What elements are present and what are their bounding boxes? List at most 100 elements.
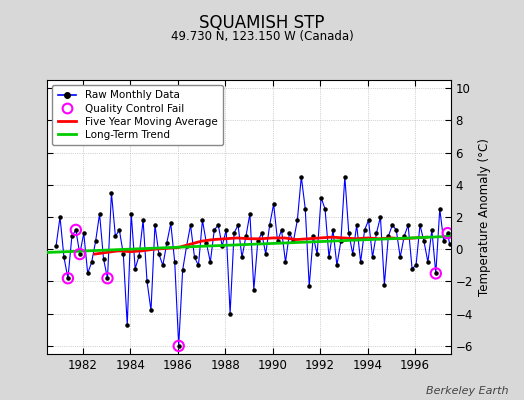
Point — [356, 259, 365, 265]
Point — [135, 252, 144, 259]
Point — [155, 251, 163, 257]
Point — [56, 214, 64, 220]
Legend: Raw Monthly Data, Quality Control Fail, Five Year Moving Average, Long-Term Tren: Raw Monthly Data, Quality Control Fail, … — [52, 85, 223, 145]
Point — [432, 270, 440, 277]
Point — [420, 238, 428, 244]
Point — [274, 238, 282, 244]
Point — [174, 343, 183, 349]
Point — [72, 227, 80, 233]
Text: SQUAMISH STP: SQUAMISH STP — [199, 14, 325, 32]
Point — [424, 259, 432, 265]
Point — [321, 206, 329, 212]
Point — [277, 227, 286, 233]
Point — [234, 222, 242, 228]
Point — [372, 230, 380, 236]
Point — [254, 238, 262, 244]
Text: 49.730 N, 123.150 W (Canada): 49.730 N, 123.150 W (Canada) — [171, 30, 353, 43]
Point — [432, 270, 440, 277]
Point — [435, 206, 444, 212]
Point — [167, 220, 175, 227]
Y-axis label: Temperature Anomaly (°C): Temperature Anomaly (°C) — [478, 138, 492, 296]
Point — [249, 286, 258, 293]
Point — [261, 251, 270, 257]
Point — [170, 259, 179, 265]
Point — [443, 230, 452, 236]
Text: Berkeley Earth: Berkeley Earth — [426, 386, 508, 396]
Point — [139, 217, 147, 224]
Point — [301, 206, 310, 212]
Point — [443, 230, 452, 236]
Point — [317, 194, 325, 201]
Point — [162, 240, 171, 246]
Point — [238, 254, 246, 260]
Point — [384, 233, 392, 240]
Point — [337, 238, 345, 244]
Point — [147, 307, 155, 314]
Point — [266, 222, 274, 228]
Point — [202, 240, 211, 246]
Point — [333, 262, 341, 268]
Point — [206, 259, 214, 265]
Point — [445, 241, 454, 248]
Point — [60, 254, 68, 260]
Point — [107, 190, 116, 196]
Point — [103, 275, 112, 282]
Point — [218, 243, 226, 249]
Point — [388, 222, 397, 228]
Point — [159, 262, 167, 268]
Point — [376, 214, 385, 220]
Point — [210, 227, 219, 233]
Point — [361, 227, 369, 233]
Point — [182, 243, 191, 249]
Point — [91, 238, 100, 244]
Point — [64, 275, 72, 282]
Point — [341, 174, 349, 180]
Point — [226, 310, 234, 317]
Point — [380, 282, 389, 288]
Point — [198, 217, 206, 224]
Point — [269, 201, 278, 207]
Point — [353, 222, 361, 228]
Point — [281, 259, 290, 265]
Point — [111, 233, 119, 240]
Point — [190, 254, 199, 260]
Point — [72, 227, 80, 233]
Point — [151, 222, 159, 228]
Point — [194, 262, 203, 268]
Point — [88, 259, 96, 265]
Point — [289, 238, 298, 244]
Point — [131, 265, 139, 272]
Point — [396, 254, 405, 260]
Point — [364, 217, 373, 224]
Point — [329, 227, 337, 233]
Point — [416, 222, 424, 228]
Point — [246, 210, 254, 217]
Point — [52, 243, 60, 249]
Point — [440, 238, 448, 244]
Point — [179, 267, 187, 273]
Point — [293, 217, 301, 224]
Point — [123, 322, 132, 328]
Point — [222, 227, 231, 233]
Point — [75, 251, 84, 257]
Point — [313, 251, 321, 257]
Point — [95, 210, 104, 217]
Point — [368, 254, 377, 260]
Point — [143, 278, 151, 285]
Point — [115, 227, 124, 233]
Point — [100, 256, 108, 262]
Point — [325, 254, 333, 260]
Point — [258, 230, 266, 236]
Point — [345, 230, 353, 236]
Point — [68, 233, 76, 240]
Point — [80, 230, 88, 236]
Point — [400, 233, 408, 240]
Point — [348, 251, 357, 257]
Point — [428, 227, 436, 233]
Point — [103, 275, 112, 282]
Point — [285, 230, 293, 236]
Point — [119, 251, 127, 257]
Point — [64, 275, 72, 282]
Point — [127, 210, 135, 217]
Point — [404, 222, 412, 228]
